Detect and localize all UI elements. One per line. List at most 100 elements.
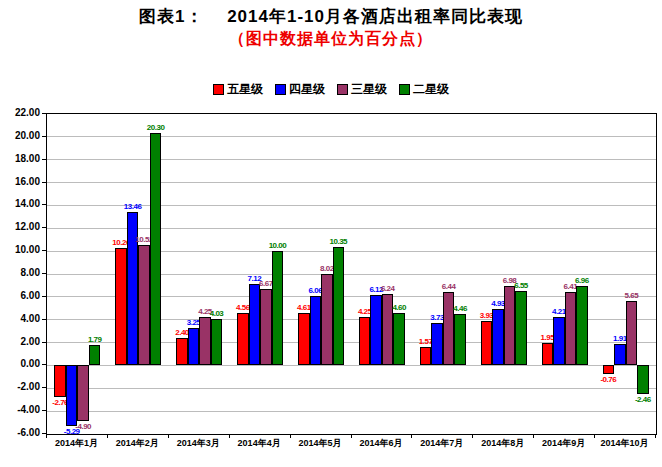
value-label-four-star: 6.06: [309, 286, 323, 295]
value-label-four-star: 3.25: [187, 318, 201, 327]
y-tick-label: -6.00: [0, 427, 40, 439]
x-tick-label: 2014年2月: [107, 437, 168, 450]
bar-three-star: [626, 301, 638, 366]
x-tick: [411, 434, 412, 438]
y-tick-label: 4.00: [0, 313, 40, 325]
y-tick: [42, 204, 46, 205]
x-tick-label: 2014年5月: [290, 437, 351, 450]
value-label-two-star: 10.00: [269, 241, 287, 250]
plot-area: -2.76-5.29-4.901.7910.2613.4610.5220.302…: [46, 113, 657, 435]
bar-five-star: [359, 317, 371, 366]
value-label-two-star: 4.03: [210, 309, 224, 318]
legend-label-three-star: 三星级: [351, 81, 387, 98]
value-label-five-star: 4.56: [236, 303, 250, 312]
bar-four-star: [614, 344, 626, 366]
bar-four-star: [249, 284, 261, 365]
value-label-three-star: 6.24: [381, 284, 395, 293]
y-tick-label: -2.00: [0, 381, 40, 393]
y-tick-label: 18.00: [0, 153, 40, 165]
chart-subtitle: （图中数据单位为百分点）: [0, 29, 662, 50]
y-tick: [42, 227, 46, 228]
value-label-four-star: 1.91: [613, 334, 627, 343]
y-tick: [42, 387, 46, 388]
legend-swatch-four-star: [275, 84, 286, 95]
bar-four-star: [310, 296, 322, 365]
bar-three-star: [138, 245, 150, 365]
value-label-five-star: 3.93: [480, 311, 494, 320]
chart-title: 图表1： 2014年1-10月各酒店出租率同比表现: [0, 5, 662, 28]
value-label-five-star: 4.61: [297, 303, 311, 312]
legend-swatch-three-star: [337, 84, 348, 95]
value-label-three-star: 8.02: [320, 264, 334, 273]
x-tick-label: 2014年4月: [229, 437, 290, 450]
x-tick: [107, 434, 108, 438]
bar-four-star: [66, 365, 78, 425]
legend-item-two-star: 二星级: [399, 81, 449, 98]
value-label-five-star: 1.95: [541, 333, 555, 342]
x-tick: [594, 434, 595, 438]
legend-swatch-two-star: [399, 84, 410, 95]
value-label-two-star: 6.96: [575, 276, 589, 285]
y-tick: [42, 136, 46, 137]
gridline: [47, 411, 656, 412]
y-tick-label: 2.00: [0, 336, 40, 348]
x-tick: [472, 434, 473, 438]
bar-five-star: [176, 338, 188, 365]
y-tick-label: -4.00: [0, 404, 40, 416]
y-tick: [42, 364, 46, 365]
value-label-three-star: 6.67: [259, 279, 273, 288]
y-tick: [42, 410, 46, 411]
x-tick: [46, 434, 47, 438]
legend-label-two-star: 二星级: [413, 81, 449, 98]
y-tick: [42, 250, 46, 251]
legend: 五星级四星级三星级二星级: [0, 81, 662, 98]
x-tick-label: 2014年1月: [46, 437, 107, 450]
value-label-two-star: 4.60: [392, 303, 406, 312]
y-tick-label: 8.00: [0, 267, 40, 279]
x-tick-label: 2014年8月: [472, 437, 533, 450]
bar-five-star: [420, 347, 432, 365]
bar-five-star: [542, 343, 554, 365]
bar-four-star: [553, 317, 565, 365]
value-label-four-star: 13.46: [124, 202, 142, 211]
bar-two-star: [515, 291, 527, 366]
y-tick: [42, 273, 46, 274]
bar-two-star: [89, 345, 101, 365]
value-label-two-star: 10.35: [330, 237, 348, 246]
x-tick: [655, 434, 656, 438]
value-label-two-star: 20.30: [147, 123, 165, 132]
legend-item-four-star: 四星级: [275, 81, 325, 98]
legend-label-four-star: 四星级: [289, 81, 325, 98]
bar-two-star: [454, 314, 466, 365]
y-tick: [42, 182, 46, 183]
bar-three-star: [443, 292, 455, 366]
bar-three-star: [321, 274, 333, 366]
value-label-three-star: 6.44: [442, 282, 456, 291]
value-label-five-star: -0.76: [600, 375, 616, 384]
bar-three-star: [260, 289, 272, 365]
bar-five-star: [298, 313, 310, 366]
value-label-three-star: 5.65: [625, 291, 639, 300]
value-label-two-star: 1.79: [88, 335, 102, 344]
y-tick: [42, 159, 46, 160]
x-tick: [351, 434, 352, 438]
bar-three-star: [565, 292, 577, 365]
x-tick-label: 2014年6月: [351, 437, 412, 450]
bar-two-star: [393, 313, 405, 366]
x-tick: [229, 434, 230, 438]
bar-three-star: [504, 286, 516, 366]
y-tick-label: 12.00: [0, 221, 40, 233]
y-tick-label: 10.00: [0, 244, 40, 256]
value-label-five-star: 1.57: [419, 337, 433, 346]
y-tick: [42, 296, 46, 297]
x-tick: [533, 434, 534, 438]
value-label-four-star: 3.73: [430, 313, 444, 322]
y-tick: [42, 342, 46, 343]
y-tick-label: 22.00: [0, 107, 40, 119]
bar-two-star: [333, 247, 345, 365]
bar-two-star: [150, 133, 162, 365]
value-label-two-star: 4.46: [453, 304, 467, 313]
value-label-five-star: 2.40: [175, 328, 189, 337]
value-label-three-star: -4.90: [75, 422, 91, 431]
y-tick-label: 20.00: [0, 130, 40, 142]
